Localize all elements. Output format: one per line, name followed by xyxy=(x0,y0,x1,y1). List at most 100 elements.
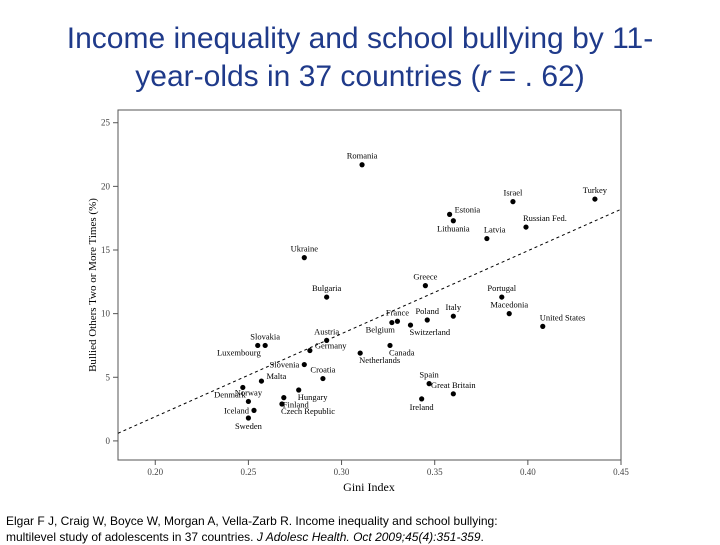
point-label-italy: Italy xyxy=(446,302,462,312)
data-point-italy xyxy=(450,313,456,319)
citation-line-1: Elgar F J, Craig W, Boyce W, Morgan A, V… xyxy=(6,514,498,528)
data-point-spain xyxy=(426,381,432,387)
title-line-2-prefix: year-olds in 37 countries ( xyxy=(135,60,481,93)
data-point-hungary xyxy=(296,387,302,393)
citation-line-2: multilevel study of adolescents in 37 co… xyxy=(6,529,716,545)
data-point-denmark xyxy=(240,384,246,391)
point-label-belgium: Belgium xyxy=(366,325,396,335)
point-label-canada: Canada xyxy=(389,347,415,357)
title-line-2: year-olds in 37 countries (r = . 62) xyxy=(0,58,720,96)
data-point-malta xyxy=(258,378,265,384)
title-line-2-suffix: = . 62) xyxy=(490,60,585,93)
data-point-lithuania xyxy=(450,218,456,224)
y-tick-label: 10 xyxy=(101,309,111,319)
data-point-netherlands xyxy=(357,350,363,356)
data-point-estonia xyxy=(447,211,453,217)
y-axis-label: Bullied Others Two or More Times (%) xyxy=(87,198,99,372)
trend-line xyxy=(117,208,622,434)
x-tick-label: 0.20 xyxy=(147,467,163,477)
point-label-israel: Israel xyxy=(504,188,524,198)
data-point-canada xyxy=(387,342,393,349)
data-point-croatia xyxy=(320,375,326,382)
data-point-slovakia xyxy=(262,342,268,349)
point-label-latvia: Latvia xyxy=(484,225,506,235)
plot-frame xyxy=(117,109,622,461)
citation: Elgar F J, Craig W, Boyce W, Morgan A, V… xyxy=(6,513,716,545)
data-point-slovenia xyxy=(301,361,307,368)
point-label-spain: Spain xyxy=(419,370,439,380)
point-label-united-states: United States xyxy=(540,312,586,322)
y-tick-label: 25 xyxy=(101,118,111,128)
data-point-turkey xyxy=(592,196,598,202)
citation-line-2-text: multilevel study of adolescents in 37 co… xyxy=(6,530,257,544)
data-point-germany xyxy=(307,347,313,354)
point-label-denmark: Denmark xyxy=(214,389,246,399)
point-label-iceland: Iceland xyxy=(224,405,250,415)
page-title: Income inequality and school bullying by… xyxy=(0,20,720,96)
data-point-israel xyxy=(510,199,516,205)
data-point-great-britain xyxy=(450,391,456,397)
x-axis-label: Gini Index xyxy=(343,480,395,494)
point-label-czech-republic: Czech Republic xyxy=(281,406,335,416)
x-tick-label: 0.45 xyxy=(613,467,629,477)
point-label-norway: Norway xyxy=(235,387,263,397)
x-tick-label: 0.40 xyxy=(520,467,536,477)
y-tick-label: 15 xyxy=(101,245,111,255)
data-point-macedonia xyxy=(506,311,512,317)
point-label-turkey: Turkey xyxy=(583,185,608,195)
data-point-romania xyxy=(359,162,365,168)
data-point-latvia xyxy=(484,235,490,242)
point-label-ireland: Ireland xyxy=(410,402,435,412)
point-label-croatia: Croatia xyxy=(310,365,335,375)
title-line-1: Income inequality and school bullying by… xyxy=(66,22,654,55)
point-label-malta: Malta xyxy=(266,371,286,381)
data-point-france xyxy=(394,318,401,324)
x-tick-label: 0.35 xyxy=(427,467,443,477)
point-label-bulgaria: Bulgaria xyxy=(312,283,341,293)
data-point-czech-republic xyxy=(279,401,285,407)
citation-end: . xyxy=(480,530,484,544)
data-point-finland xyxy=(281,395,287,401)
point-label-finland: Finland xyxy=(283,400,310,410)
point-label-germany: Germany xyxy=(315,341,347,351)
point-label-ukraine: Ukraine xyxy=(291,244,319,254)
data-point-norway xyxy=(245,398,252,405)
data-point-ireland xyxy=(419,396,425,402)
data-point-russian-fed xyxy=(523,224,529,230)
data-point-ukraine xyxy=(301,255,307,261)
data-point-luxembourg xyxy=(255,342,261,349)
point-label-lithuania: Lithuania xyxy=(437,224,470,234)
point-label-luxembourg: Luxembourg xyxy=(217,347,262,357)
y-tick-label: 0 xyxy=(106,436,111,446)
data-point-belgium xyxy=(389,319,395,326)
citation-journal: J Adolesc Health. Oct 2009;45(4):351-359 xyxy=(256,530,481,544)
point-label-austria: Austria xyxy=(314,326,339,336)
data-point-united-states xyxy=(540,323,546,329)
point-label-slovenia: Slovenia xyxy=(270,360,300,370)
point-label-hungary: Hungary xyxy=(298,392,328,402)
title-r-symbol: r xyxy=(480,60,491,93)
data-point-poland xyxy=(424,317,430,323)
point-label-greece: Greece xyxy=(413,272,437,282)
data-point-portugal xyxy=(499,294,505,300)
point-label-estonia: Estonia xyxy=(455,204,481,214)
data-point-iceland xyxy=(251,407,257,413)
point-label-switzerland: Switzerland xyxy=(409,327,450,337)
x-tick-label: 0.30 xyxy=(334,467,350,477)
point-label-macedonia: Macedonia xyxy=(490,300,528,310)
point-label-romania: Romania xyxy=(347,151,378,161)
point-label-netherlands: Netherlands xyxy=(359,355,400,365)
point-label-france: France xyxy=(386,307,409,317)
point-label-slovakia: Slovakia xyxy=(250,331,280,341)
data-point-sweden xyxy=(245,415,252,421)
point-label-poland: Poland xyxy=(415,306,439,316)
point-label-portugal: Portugal xyxy=(487,283,516,293)
data-point-austria xyxy=(324,337,330,343)
data-point-switzerland xyxy=(407,322,414,328)
y-tick-label: 5 xyxy=(106,372,111,382)
data-point-bulgaria xyxy=(324,294,330,300)
point-label-great-britain: Great Britain xyxy=(431,380,476,390)
point-label-russian-fed: Russian Fed. xyxy=(523,213,567,223)
x-tick-label: 0.25 xyxy=(241,467,257,477)
